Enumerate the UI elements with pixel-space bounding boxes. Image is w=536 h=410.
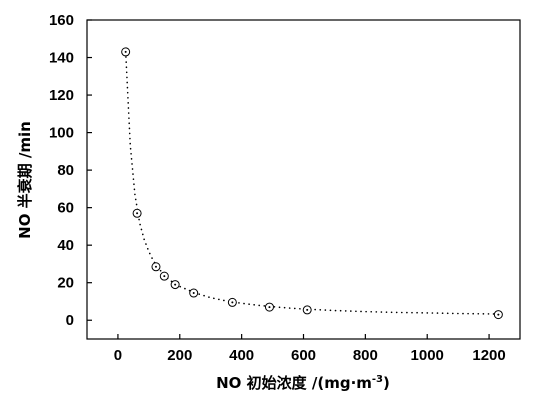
- data-point-center: [231, 301, 234, 304]
- data-point-center: [268, 306, 271, 309]
- x-axis-title: NO 初始浓度 /(mg·m-3): [216, 374, 390, 392]
- data-point: [132, 208, 142, 218]
- data-point-center: [154, 265, 157, 268]
- y-tick-label: 120: [49, 87, 74, 104]
- data-point: [159, 271, 169, 281]
- y-tick-label: 40: [57, 237, 74, 254]
- x-tick-label: 0: [114, 347, 122, 364]
- plot-frame: [86, 19, 521, 340]
- x-axis-title-end: ): [383, 374, 390, 392]
- x-tick-label: 200: [167, 347, 192, 364]
- x-tick-label: 400: [229, 347, 254, 364]
- data-point-center: [497, 313, 500, 316]
- data-point-center: [124, 50, 127, 53]
- y-tick-label: 60: [57, 200, 74, 217]
- x-tick-label: 1200: [472, 347, 505, 364]
- y-tick-label: 20: [57, 275, 74, 292]
- data-points: [121, 47, 503, 320]
- data-point: [151, 262, 161, 272]
- y-tick-label: 160: [49, 12, 74, 29]
- x-axis-ticks: 0 200 400 600 800 1000 1200: [114, 334, 506, 364]
- data-point: [493, 310, 503, 320]
- y-tick-label: 100: [49, 125, 74, 142]
- data-point-center: [306, 308, 309, 311]
- y-axis-title: NO 半衰期 /min: [16, 121, 34, 239]
- x-tick-label: 800: [353, 347, 378, 364]
- data-point-center: [174, 283, 177, 286]
- y-axis-ticks: 0 20 40 60 80 100 120 140 160: [49, 12, 92, 329]
- data-point: [227, 297, 237, 307]
- x-axis-title-main: NO 初始浓度 /(mg·m: [216, 374, 372, 392]
- y-tick-label: 0: [66, 312, 74, 329]
- data-point: [264, 302, 274, 312]
- data-point: [302, 305, 312, 315]
- y-tick-label: 140: [49, 50, 74, 67]
- data-point-center: [163, 275, 166, 278]
- y-tick-label: 80: [57, 162, 74, 179]
- data-point: [121, 47, 131, 57]
- x-axis-title-superscript: -3: [372, 374, 383, 385]
- data-point: [170, 280, 180, 290]
- x-tick-label: 600: [291, 347, 316, 364]
- fit-curve: [124, 51, 500, 315]
- data-point-center: [192, 292, 195, 295]
- x-tick-label: 1000: [411, 347, 444, 364]
- data-point-center: [136, 212, 139, 215]
- data-point: [189, 288, 199, 298]
